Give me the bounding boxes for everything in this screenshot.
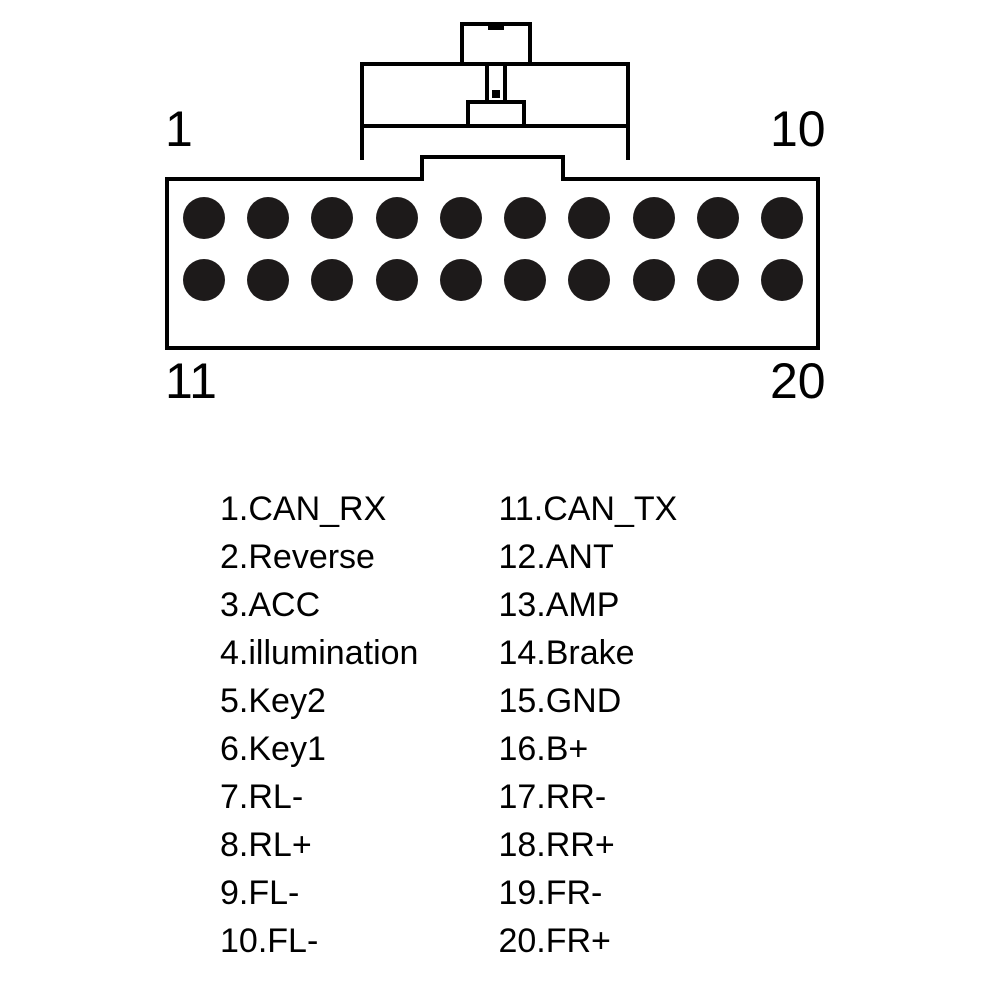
- pin-19: [697, 259, 739, 301]
- tab-pin-base: [466, 100, 526, 124]
- legend-item: 7.RL-: [220, 773, 418, 821]
- pin-row-top: [183, 197, 803, 239]
- pin-7: [568, 197, 610, 239]
- legend-item: 10.FL-: [220, 917, 418, 965]
- legend-item: 14.Brake: [498, 629, 677, 677]
- pinout-diagram: 1 10 11 20 1.CAN_RX 2.Reverse 3.ACC 4.il…: [0, 0, 1000, 1000]
- pin-11: [183, 259, 225, 301]
- pin-grid: [183, 197, 803, 301]
- pin-6: [504, 197, 546, 239]
- legend-item: 8.RL+: [220, 821, 418, 869]
- pin-legend: 1.CAN_RX 2.Reverse 3.ACC 4.illumination …: [220, 485, 677, 965]
- connector-tab: [360, 62, 630, 160]
- pin-3: [311, 197, 353, 239]
- pin-row-bottom: [183, 259, 803, 301]
- pin-5: [440, 197, 482, 239]
- legend-item: 20.FR+: [498, 917, 677, 965]
- pin-14: [376, 259, 418, 301]
- legend-item: 6.Key1: [220, 725, 418, 773]
- pin-13: [311, 259, 353, 301]
- legend-item: 9.FL-: [220, 869, 418, 917]
- legend-item: 13.AMP: [498, 581, 677, 629]
- connector-outline: [165, 155, 820, 350]
- legend-item: 17.RR-: [498, 773, 677, 821]
- pin-20: [761, 259, 803, 301]
- legend-col-1: 1.CAN_RX 2.Reverse 3.ACC 4.illumination …: [220, 485, 418, 965]
- legend-item: 19.FR-: [498, 869, 677, 917]
- legend-item: 12.ANT: [498, 533, 677, 581]
- pin-1: [183, 197, 225, 239]
- legend-item: 3.ACC: [220, 581, 418, 629]
- pin-2: [247, 197, 289, 239]
- legend-item: 16.B+: [498, 725, 677, 773]
- legend-item: 4.illumination: [220, 629, 418, 677]
- pin-12: [247, 259, 289, 301]
- legend-col-2: 11.CAN_TX 12.ANT 13.AMP 14.Brake 15.GND …: [498, 485, 677, 965]
- corner-label-10: 10: [770, 100, 826, 158]
- legend-item: 15.GND: [498, 677, 677, 725]
- corner-label-1: 1: [165, 100, 193, 158]
- pin-8: [633, 197, 675, 239]
- legend-item: 11.CAN_TX: [498, 485, 677, 533]
- legend-item: 5.Key2: [220, 677, 418, 725]
- pin-16: [504, 259, 546, 301]
- corner-label-11: 11: [165, 352, 217, 410]
- legend-item: 2.Reverse: [220, 533, 418, 581]
- pin-4: [376, 197, 418, 239]
- legend-item: 18.RR+: [498, 821, 677, 869]
- pin-17: [568, 259, 610, 301]
- legend-item: 1.CAN_RX: [220, 485, 418, 533]
- pin-18: [633, 259, 675, 301]
- pin-15: [440, 259, 482, 301]
- pin-10: [761, 197, 803, 239]
- pin-9: [697, 197, 739, 239]
- corner-label-20: 20: [770, 352, 826, 410]
